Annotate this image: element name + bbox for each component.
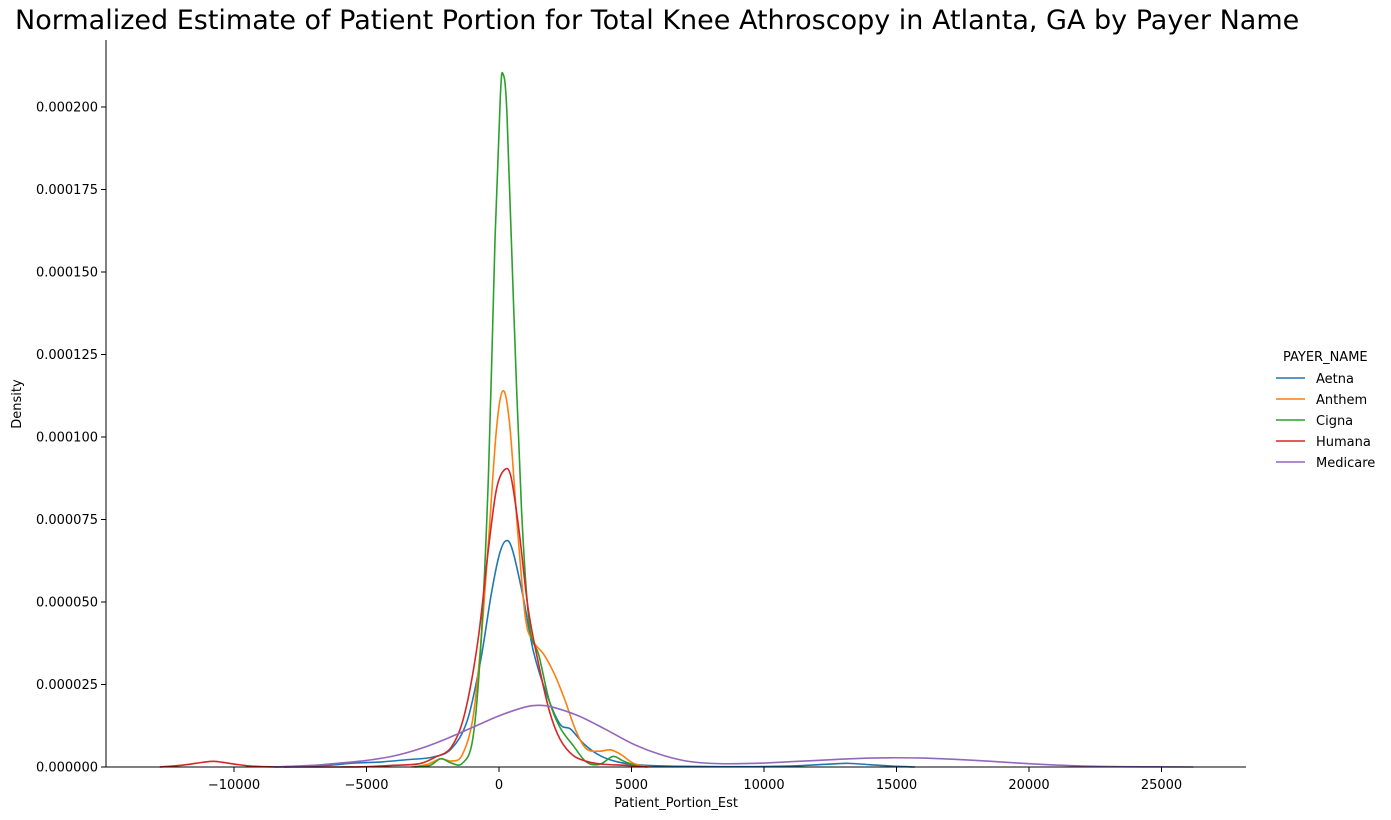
- y-tick-label: 0.000125: [36, 348, 98, 363]
- x-tick-label: 25000: [1141, 778, 1182, 793]
- legend-title: PAYER_NAME: [1283, 350, 1368, 365]
- ticks-layer: −10000 −5000 0 5000 10000 15000 20000 25000 0.00…: [36, 101, 1182, 794]
- y-tick-label: 0.000075: [36, 513, 98, 528]
- chart-title: Normalized Estimate of Patient Portion f…: [15, 5, 1300, 36]
- legend-label-cigna: Cigna: [1316, 414, 1353, 429]
- x-tick-label: 15000: [876, 778, 917, 793]
- x-axis-label: Patient_Portion_Est: [614, 796, 738, 811]
- x-tick-label: 0: [495, 778, 503, 793]
- legend: PAYER_NAME Aetna Anthem Cigna Humana Medicar…: [1276, 350, 1375, 471]
- y-tick-label: 0.000200: [36, 101, 98, 116]
- x-tick-label: 20000: [1008, 778, 1049, 793]
- series-line-humana: [159, 467, 648, 768]
- y-tick-label: 0.000150: [36, 266, 98, 281]
- curves-layer: [159, 71, 1194, 768]
- y-axis-label: Density: [10, 379, 25, 429]
- series-line-anthem: [411, 389, 651, 768]
- series-line-aetna: [284, 539, 916, 768]
- legend-label-anthem: Anthem: [1316, 393, 1367, 408]
- y-tick-label: 0.000100: [36, 431, 98, 446]
- legend-label-medicare: Medicare: [1316, 456, 1375, 471]
- y-tick-label: 0.000050: [36, 596, 98, 611]
- legend-label-aetna: Aetna: [1316, 372, 1354, 387]
- x-tick-label: −10000: [208, 778, 260, 793]
- legend-label-humana: Humana: [1316, 435, 1371, 450]
- series-line-cigna: [414, 71, 640, 768]
- y-tick-label: 0.000175: [36, 183, 98, 198]
- y-tick-label: 0.000000: [36, 761, 98, 776]
- x-tick-label: 10000: [743, 778, 784, 793]
- series-line-medicare: [273, 704, 1194, 768]
- x-tick-label: 5000: [615, 778, 648, 793]
- y-tick-label: 0.000025: [36, 678, 98, 693]
- x-tick-label: −5000: [345, 778, 389, 793]
